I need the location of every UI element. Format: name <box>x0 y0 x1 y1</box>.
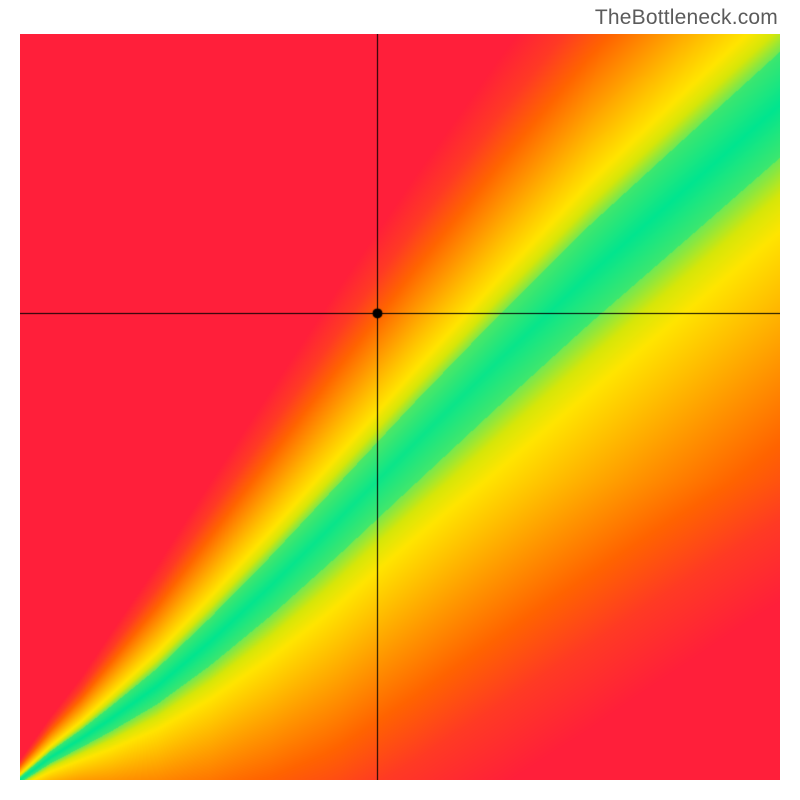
root-container: TheBottleneck.com <box>0 0 800 800</box>
heatmap-chart <box>20 34 780 780</box>
watermark-text: TheBottleneck.com <box>595 6 778 30</box>
heatmap-canvas <box>20 34 780 780</box>
